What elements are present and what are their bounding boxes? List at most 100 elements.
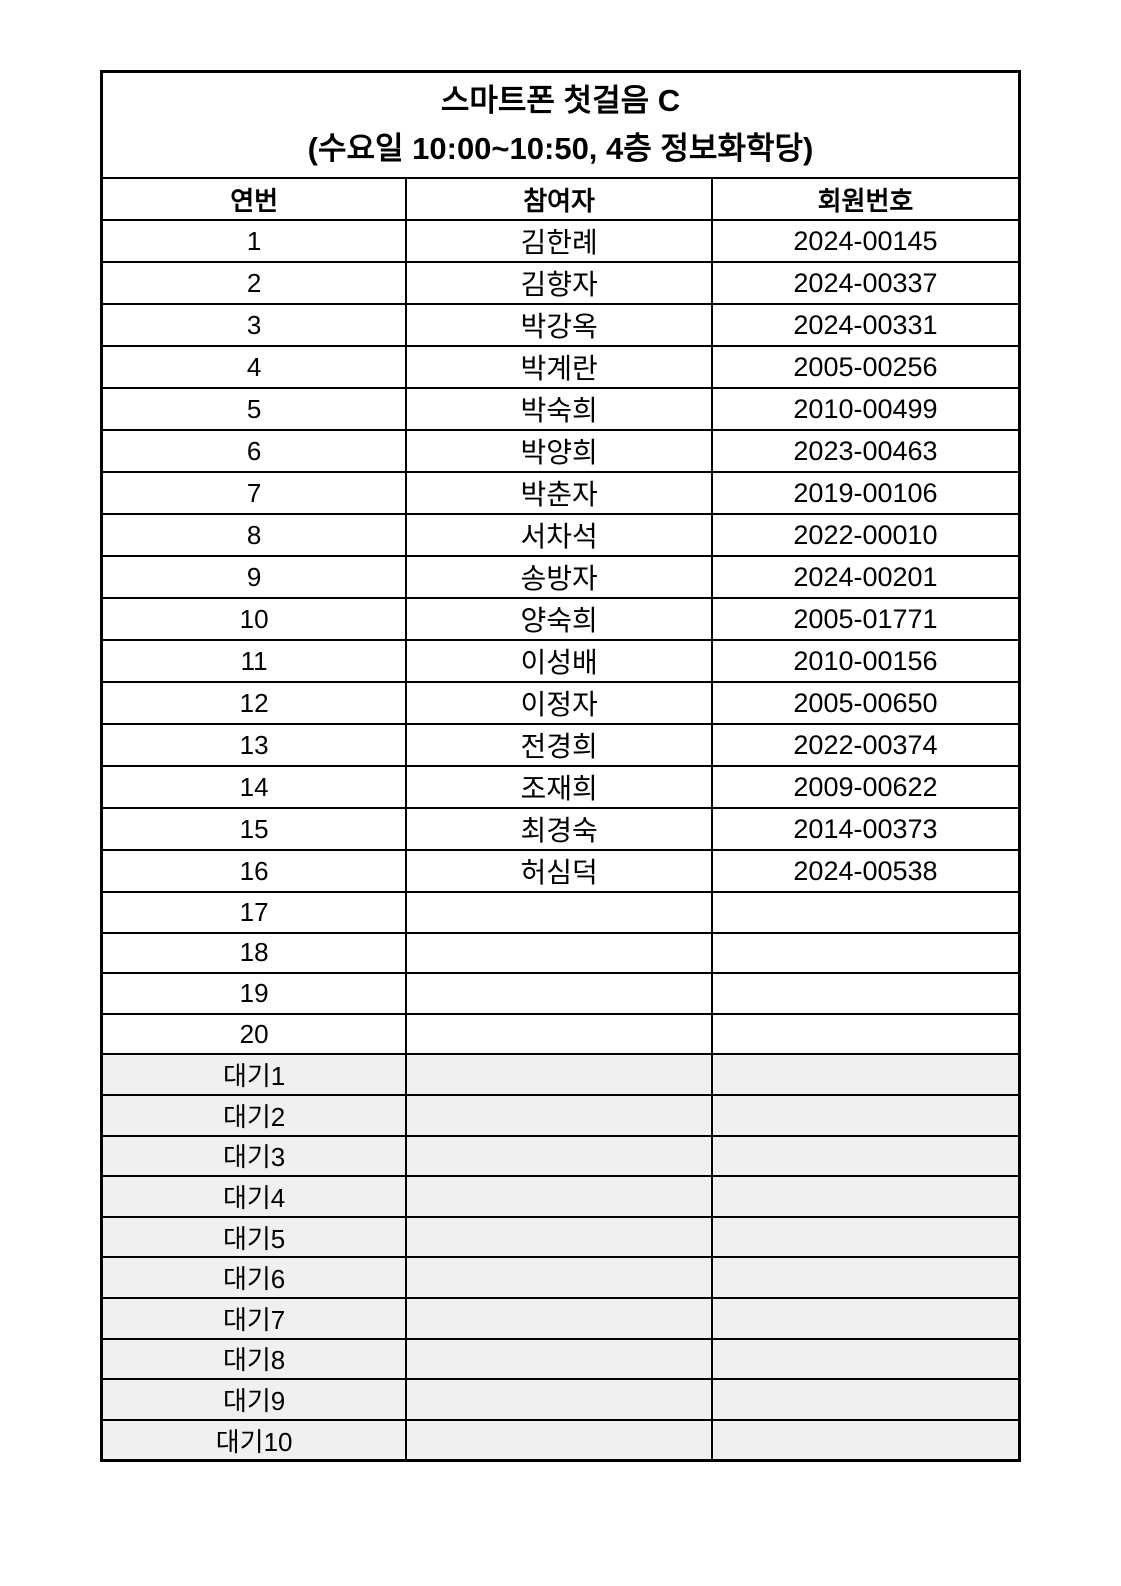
waiting-row: 대기1 — [100, 1053, 1021, 1096]
table-row: 13 전경희 2022-00374 — [100, 723, 1021, 767]
cell-no: 14 — [100, 765, 408, 809]
cell-member-no — [710, 1053, 1021, 1096]
cell-participant — [405, 1053, 713, 1096]
cell-member-no — [710, 972, 1021, 1015]
cell-no: 1 — [100, 219, 408, 263]
cell-participant: 이정자 — [405, 681, 713, 725]
cell-no: 5 — [100, 387, 408, 431]
table-row: 18 — [100, 931, 1021, 975]
table-row: 15 최경숙 2014-00373 — [100, 807, 1021, 851]
table-row: 2 김향자 2024-00337 — [100, 261, 1021, 305]
cell-participant: 최경숙 — [405, 807, 713, 851]
waiting-row: 대기2 — [100, 1093, 1021, 1137]
cell-member-no — [710, 1215, 1021, 1259]
cell-member-no — [710, 1175, 1021, 1218]
cell-participant — [405, 1256, 713, 1299]
cell-no: 2 — [100, 261, 408, 305]
table-row: 9 송방자 2024-00201 — [100, 555, 1021, 599]
cell-participant: 김향자 — [405, 261, 713, 305]
cell-no: 17 — [100, 891, 408, 934]
cell-participant — [405, 1093, 713, 1137]
cell-participant — [405, 1337, 713, 1381]
cell-no: 대기2 — [100, 1093, 408, 1137]
table-row: 1 김한례 2024-00145 — [100, 219, 1021, 263]
cell-member-no — [710, 1418, 1021, 1462]
cell-participant: 허심덕 — [405, 849, 713, 893]
cell-member-no: 2023-00463 — [710, 429, 1021, 473]
waiting-row: 대기4 — [100, 1175, 1021, 1218]
table-row: 12 이정자 2005-00650 — [100, 681, 1021, 725]
table-row: 3 박강옥 2024-00331 — [100, 303, 1021, 347]
column-header-participant: 참여자 — [405, 177, 713, 221]
cell-no: 대기5 — [100, 1215, 408, 1259]
waiting-row: 대기8 — [100, 1337, 1021, 1381]
cell-member-no: 2010-00156 — [710, 639, 1021, 683]
cell-member-no — [710, 1093, 1021, 1137]
waiting-row: 대기9 — [100, 1378, 1021, 1421]
waiting-row: 대기6 — [100, 1256, 1021, 1299]
column-header-member-no: 회원번호 — [710, 177, 1021, 221]
cell-participant: 박계란 — [405, 345, 713, 389]
cell-no: 대기10 — [100, 1418, 408, 1462]
cell-no: 7 — [100, 471, 408, 515]
cell-member-no: 2005-00650 — [710, 681, 1021, 725]
cell-no: 12 — [100, 681, 408, 725]
table-body: 1 김한례 2024-00145 2 김향자 2024-00337 3 박강옥 2024-003… — [100, 219, 1021, 1462]
cell-participant — [405, 891, 713, 934]
cell-member-no — [710, 1256, 1021, 1299]
table-row: 8 서차석 2022-00010 — [100, 513, 1021, 557]
table-row: 10 양숙희 2005-01771 — [100, 597, 1021, 641]
cell-no: 11 — [100, 639, 408, 683]
title-line-1: 스마트폰 첫걸음 C — [440, 82, 681, 118]
cell-participant — [405, 972, 713, 1015]
table-row: 14 조재희 2009-00622 — [100, 765, 1021, 809]
cell-participant: 이성배 — [405, 639, 713, 683]
waiting-row: 대기10 — [100, 1418, 1021, 1462]
cell-member-no: 2024-00337 — [710, 261, 1021, 305]
table-row: 6 박양희 2023-00463 — [100, 429, 1021, 473]
cell-participant — [405, 1378, 713, 1421]
cell-member-no: 2024-00538 — [710, 849, 1021, 893]
cell-participant: 조재희 — [405, 765, 713, 809]
table-title: 스마트폰 첫걸음 C (수요일 10:00~10:50, 4층 정보화학당) — [100, 70, 1021, 179]
cell-no: 대기6 — [100, 1256, 408, 1299]
cell-member-no: 2024-00201 — [710, 555, 1021, 599]
cell-member-no: 2005-00256 — [710, 345, 1021, 389]
cell-no: 대기3 — [100, 1134, 408, 1178]
title-line-2: (수요일 10:00~10:50, 4층 정보화학당) — [307, 131, 814, 166]
cell-no: 대기1 — [100, 1053, 408, 1096]
cell-participant — [405, 1215, 713, 1259]
cell-participant: 박숙희 — [405, 387, 713, 431]
cell-no: 9 — [100, 555, 408, 599]
waiting-row: 대기7 — [100, 1296, 1021, 1340]
cell-member-no: 2019-00106 — [710, 471, 1021, 515]
cell-no: 4 — [100, 345, 408, 389]
cell-no: 19 — [100, 972, 408, 1015]
cell-participant: 박춘자 — [405, 471, 713, 515]
cell-participant: 박강옥 — [405, 303, 713, 347]
cell-participant — [405, 931, 713, 975]
cell-no: 20 — [100, 1012, 408, 1056]
cell-member-no: 2009-00622 — [710, 765, 1021, 809]
cell-participant: 전경희 — [405, 723, 713, 767]
roster-table: 스마트폰 첫걸음 C (수요일 10:00~10:50, 4층 정보화학당) 연… — [100, 70, 1021, 1463]
cell-participant: 김한례 — [405, 219, 713, 263]
cell-no: 16 — [100, 849, 408, 893]
cell-member-no — [710, 891, 1021, 934]
cell-member-no — [710, 1012, 1021, 1056]
table-row: 7 박춘자 2019-00106 — [100, 471, 1021, 515]
cell-participant — [405, 1296, 713, 1340]
cell-participant: 서차석 — [405, 513, 713, 557]
cell-no: 18 — [100, 931, 408, 975]
table-row: 4 박계란 2005-00256 — [100, 345, 1021, 389]
cell-no: 대기8 — [100, 1337, 408, 1381]
cell-member-no: 2024-00331 — [710, 303, 1021, 347]
table-row: 19 — [100, 972, 1021, 1015]
cell-participant: 양숙희 — [405, 597, 713, 641]
waiting-row: 대기5 — [100, 1215, 1021, 1259]
cell-no: 대기9 — [100, 1378, 408, 1421]
cell-member-no: 2022-00010 — [710, 513, 1021, 557]
cell-member-no — [710, 1134, 1021, 1178]
cell-member-no: 2010-00499 — [710, 387, 1021, 431]
